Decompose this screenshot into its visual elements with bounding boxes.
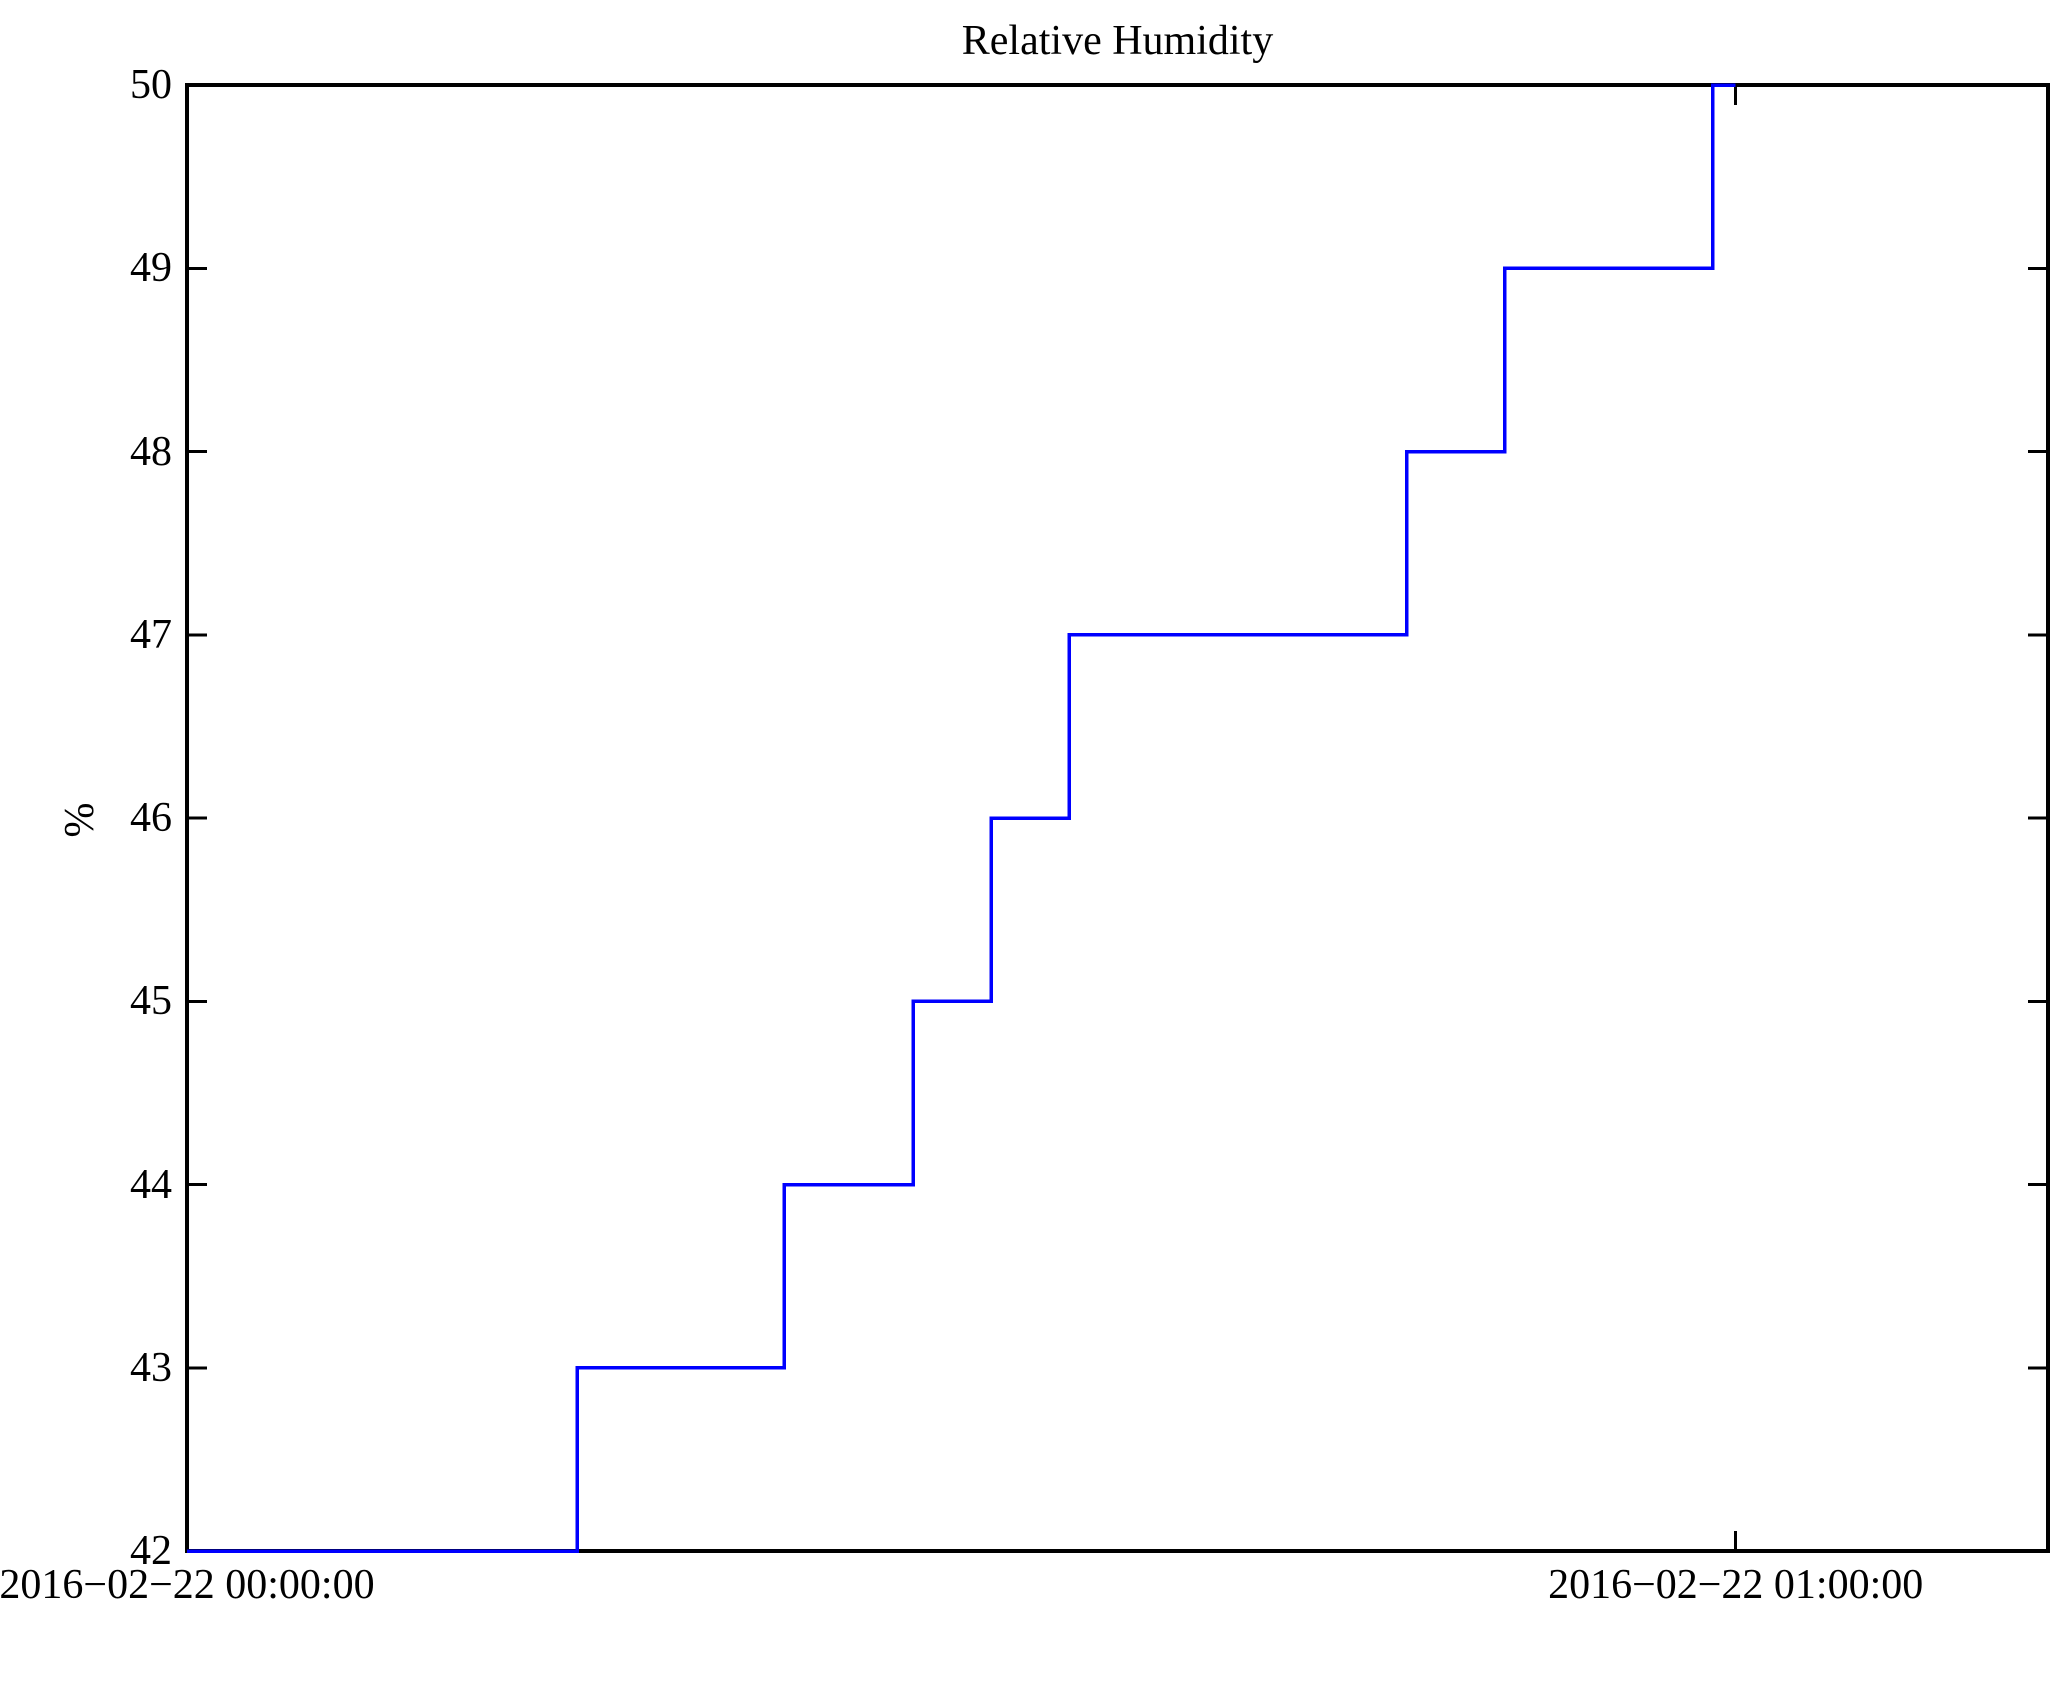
- plot-frame: [185, 83, 2050, 1553]
- y-tick-label-42: 42: [130, 1528, 172, 1574]
- y-tick-label-44: 44: [130, 1161, 172, 1208]
- y-tick-label-45: 45: [130, 978, 172, 1025]
- y-tick-label-50: 50: [130, 62, 172, 108]
- axis-ticks: [185, 83, 2048, 1553]
- x-tick-label-0: 2016−02−22 00:00:00: [0, 1562, 375, 1608]
- chart-title: Relative Humidity: [961, 18, 1274, 64]
- y-tick-label-43: 43: [130, 1344, 172, 1391]
- relative-humidity-step-line: [187, 83, 1736, 1553]
- y-tick-label-48: 48: [130, 428, 172, 475]
- x-tick-label-1: 2016−02−22 01:00:00: [1548, 1562, 1924, 1608]
- y-tick-label-46: 46: [130, 795, 172, 841]
- y-tick-label-47: 47: [130, 611, 172, 658]
- y-tick-label-49: 49: [130, 245, 172, 292]
